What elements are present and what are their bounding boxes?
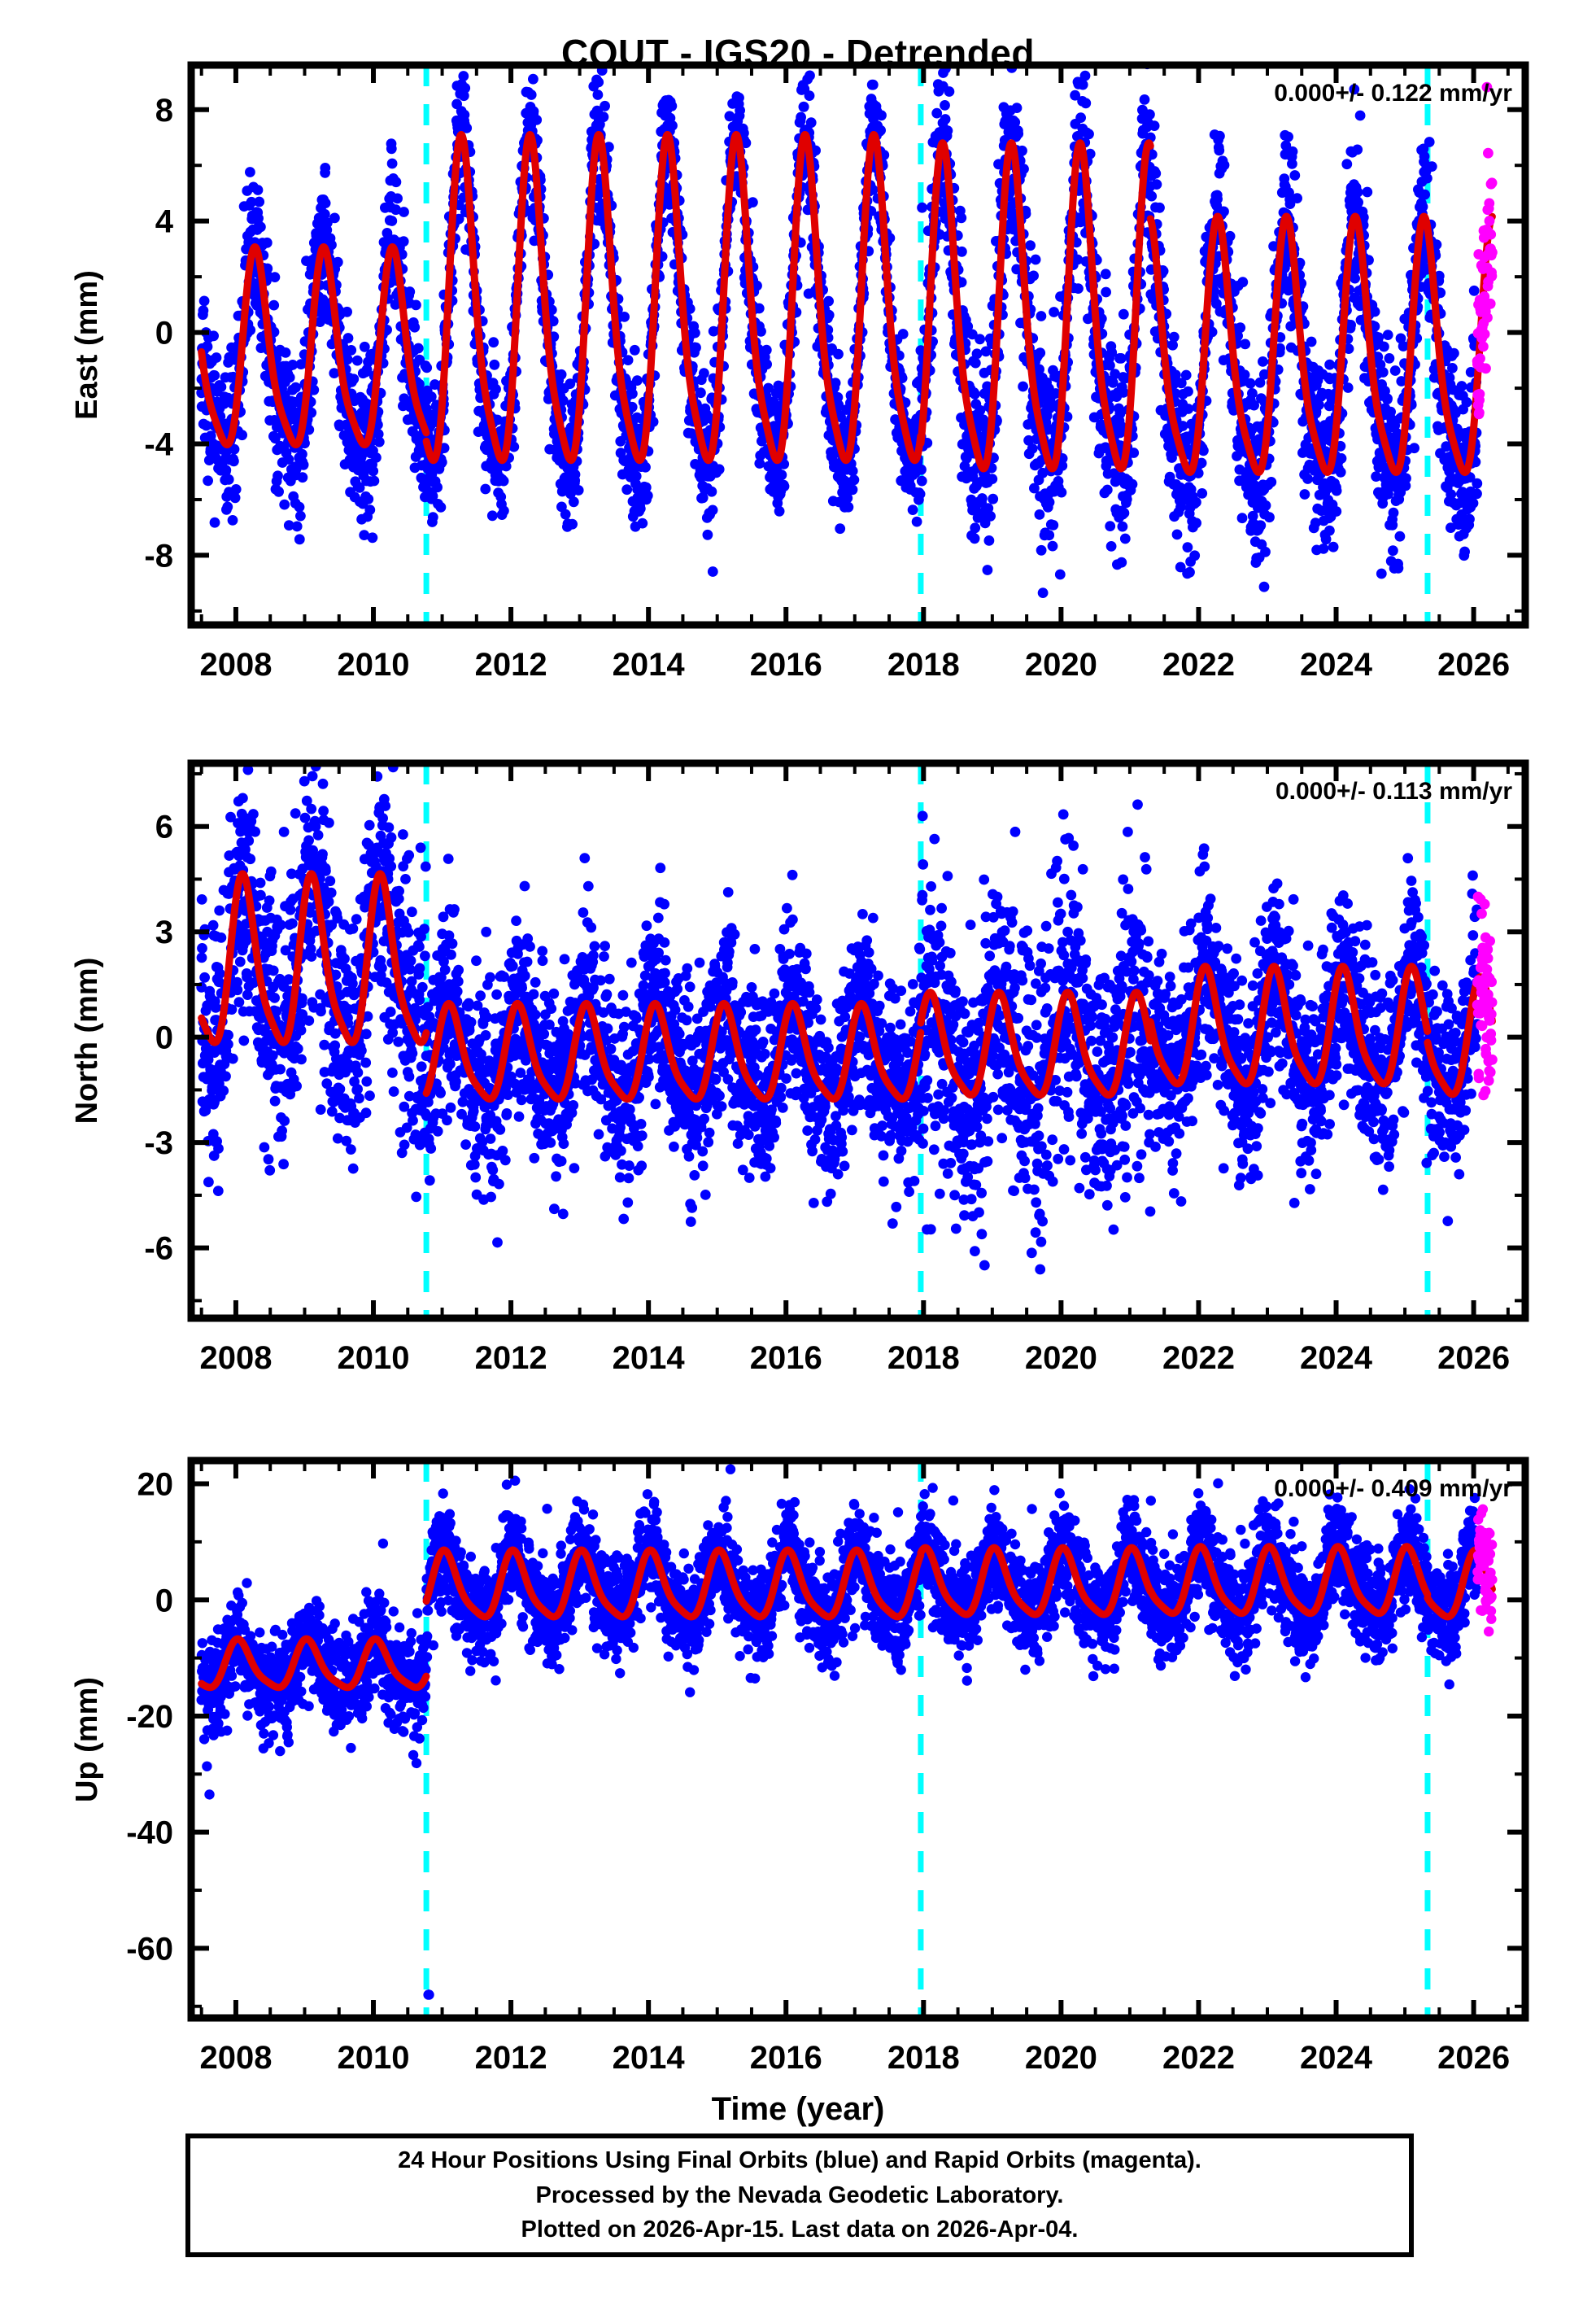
rate-annotation-east: 0.000+/- 0.122 mm/yr (1274, 80, 1512, 107)
y-tick-label: 3 (155, 915, 173, 950)
x-axis: 2008 2010 2012 2014 2016 2018 2020 2022 2024 2026 (199, 1461, 1510, 2076)
x-tick-label: 2016 (750, 647, 822, 683)
y-axis: -60 -40 -20 0 20 (126, 1467, 1525, 2007)
scatter-rapid-orbits (1472, 1505, 1497, 1637)
y-tick-label: 20 (137, 1467, 174, 1503)
x-tick-label: 2018 (887, 2040, 960, 2076)
rate-annotation-up: 0.000+/- 0.409 mm/yr (1274, 1475, 1512, 1503)
y-tick-label: 4 (155, 204, 174, 240)
x-tick-label: 2024 (1300, 1340, 1373, 1376)
axis-title-time: Time (year) (0, 2091, 1596, 2128)
model-fit-segment-3 (1150, 967, 1428, 1084)
y-axis: -8 -4 0 4 8 (144, 93, 1525, 611)
x-tick-label: 2016 (750, 1340, 822, 1376)
x-tick-label: 2020 (1025, 647, 1097, 683)
model-fit-segment-1 (426, 1550, 921, 1617)
model-fit-segment-4 (1428, 216, 1492, 472)
x-tick-label: 2022 (1162, 2040, 1235, 2076)
x-tick-label: 2010 (338, 647, 410, 683)
scatter-final-orbits (196, 21, 1482, 598)
model-fit-segment-1 (426, 134, 921, 460)
x-tick-label: 2008 (199, 2040, 272, 2076)
x-tick-label: 2008 (199, 647, 272, 683)
x-tick-label: 2018 (887, 1340, 960, 1376)
plot-frame (191, 763, 1525, 1318)
caption-line-1: 24 Hour Positions Using Final Orbits (bl… (398, 2143, 1201, 2178)
y-axis: -6 -3 0 3 6 (144, 774, 1525, 1300)
caption-line-2: Processed by the Nevada Geodetic Laborat… (536, 2178, 1064, 2213)
x-tick-label: 2026 (1437, 647, 1510, 683)
axis-title-north: North (mm) (70, 958, 105, 1125)
x-tick-label: 2012 (475, 2040, 547, 2076)
x-tick-label: 2022 (1162, 647, 1235, 683)
model-fit-segment-3 (1150, 216, 1428, 472)
y-tick-label: -40 (126, 1815, 173, 1851)
data-layer (197, 1441, 1498, 2018)
x-tick-label: 2020 (1025, 1340, 1097, 1376)
model-fit-segment-1 (426, 1003, 921, 1098)
x-tick-label: 2010 (338, 2040, 410, 2076)
axis-title-east: East (mm) (70, 270, 105, 420)
x-tick-label: 2010 (338, 1340, 410, 1376)
x-tick-label: 2022 (1162, 1340, 1235, 1376)
plot-frame (191, 1461, 1525, 2018)
model-fit-segment-4 (1428, 1550, 1492, 1617)
model-fit-segment-2 (921, 1548, 1150, 1614)
model-fit-segment-0 (202, 1639, 426, 1688)
y-tick-label: 0 (155, 316, 173, 352)
y-tick-label: 0 (155, 1020, 173, 1056)
y-tick-label: 8 (155, 93, 173, 129)
caption-line-3: Plotted on 2026-Apr-15. Last data on 202… (521, 2212, 1079, 2247)
x-tick-label: 2014 (613, 647, 686, 683)
x-tick-label: 2026 (1437, 1340, 1510, 1376)
y-tick-label: -20 (126, 1699, 173, 1735)
model-fit-segment-2 (921, 993, 1150, 1095)
x-tick-label: 2012 (475, 1340, 547, 1376)
scatter-rapid-orbits (1472, 82, 1498, 420)
plot-frame (191, 65, 1525, 625)
x-axis: 2008 2010 2012 2014 2016 2018 2020 2022 2024 2026 (199, 65, 1510, 683)
figure-caption-box: 24 Hour Positions Using Final Orbits (bl… (185, 2133, 1414, 2257)
x-tick-label: 2018 (887, 647, 960, 683)
y-tick-label: -6 (144, 1231, 173, 1267)
x-tick-label: 2024 (1300, 2040, 1373, 2076)
y-tick-label: -60 (126, 1931, 173, 1967)
x-axis: 2008 2010 2012 2014 2016 2018 2020 2022 2024 2026 (199, 763, 1510, 1376)
page-title: COUT - IGS20 - Detrended (0, 31, 1596, 75)
y-tick-label: 6 (155, 810, 173, 845)
y-tick-label: -3 (144, 1125, 173, 1161)
x-tick-label: 2008 (199, 1340, 272, 1376)
y-tick-label: 0 (155, 1583, 173, 1618)
x-tick-label: 2016 (750, 2040, 822, 2076)
scatter-final-orbits (197, 1441, 1483, 1999)
model-fit-segment-4 (1428, 977, 1492, 1094)
x-tick-label: 2020 (1025, 2040, 1097, 2076)
model-fit-segment-0 (202, 247, 426, 445)
model-fit-segment-3 (1150, 1547, 1428, 1614)
model-fit-segment-2 (921, 143, 1150, 469)
x-tick-label: 2014 (613, 1340, 686, 1376)
y-tick-label: -8 (144, 538, 173, 574)
data-layer (196, 21, 1498, 625)
rate-annotation-north: 0.000+/- 0.113 mm/yr (1275, 778, 1512, 806)
x-tick-label: 2024 (1300, 647, 1373, 683)
y-tick-label: -4 (144, 427, 173, 463)
model-fit-segment-0 (202, 874, 426, 1042)
x-tick-label: 2026 (1437, 2040, 1510, 2076)
x-tick-label: 2014 (613, 2040, 686, 2076)
axis-title-up: Up (mm) (70, 1676, 105, 1802)
x-tick-label: 2012 (475, 647, 547, 683)
scatter-rapid-orbits (1472, 892, 1498, 1101)
